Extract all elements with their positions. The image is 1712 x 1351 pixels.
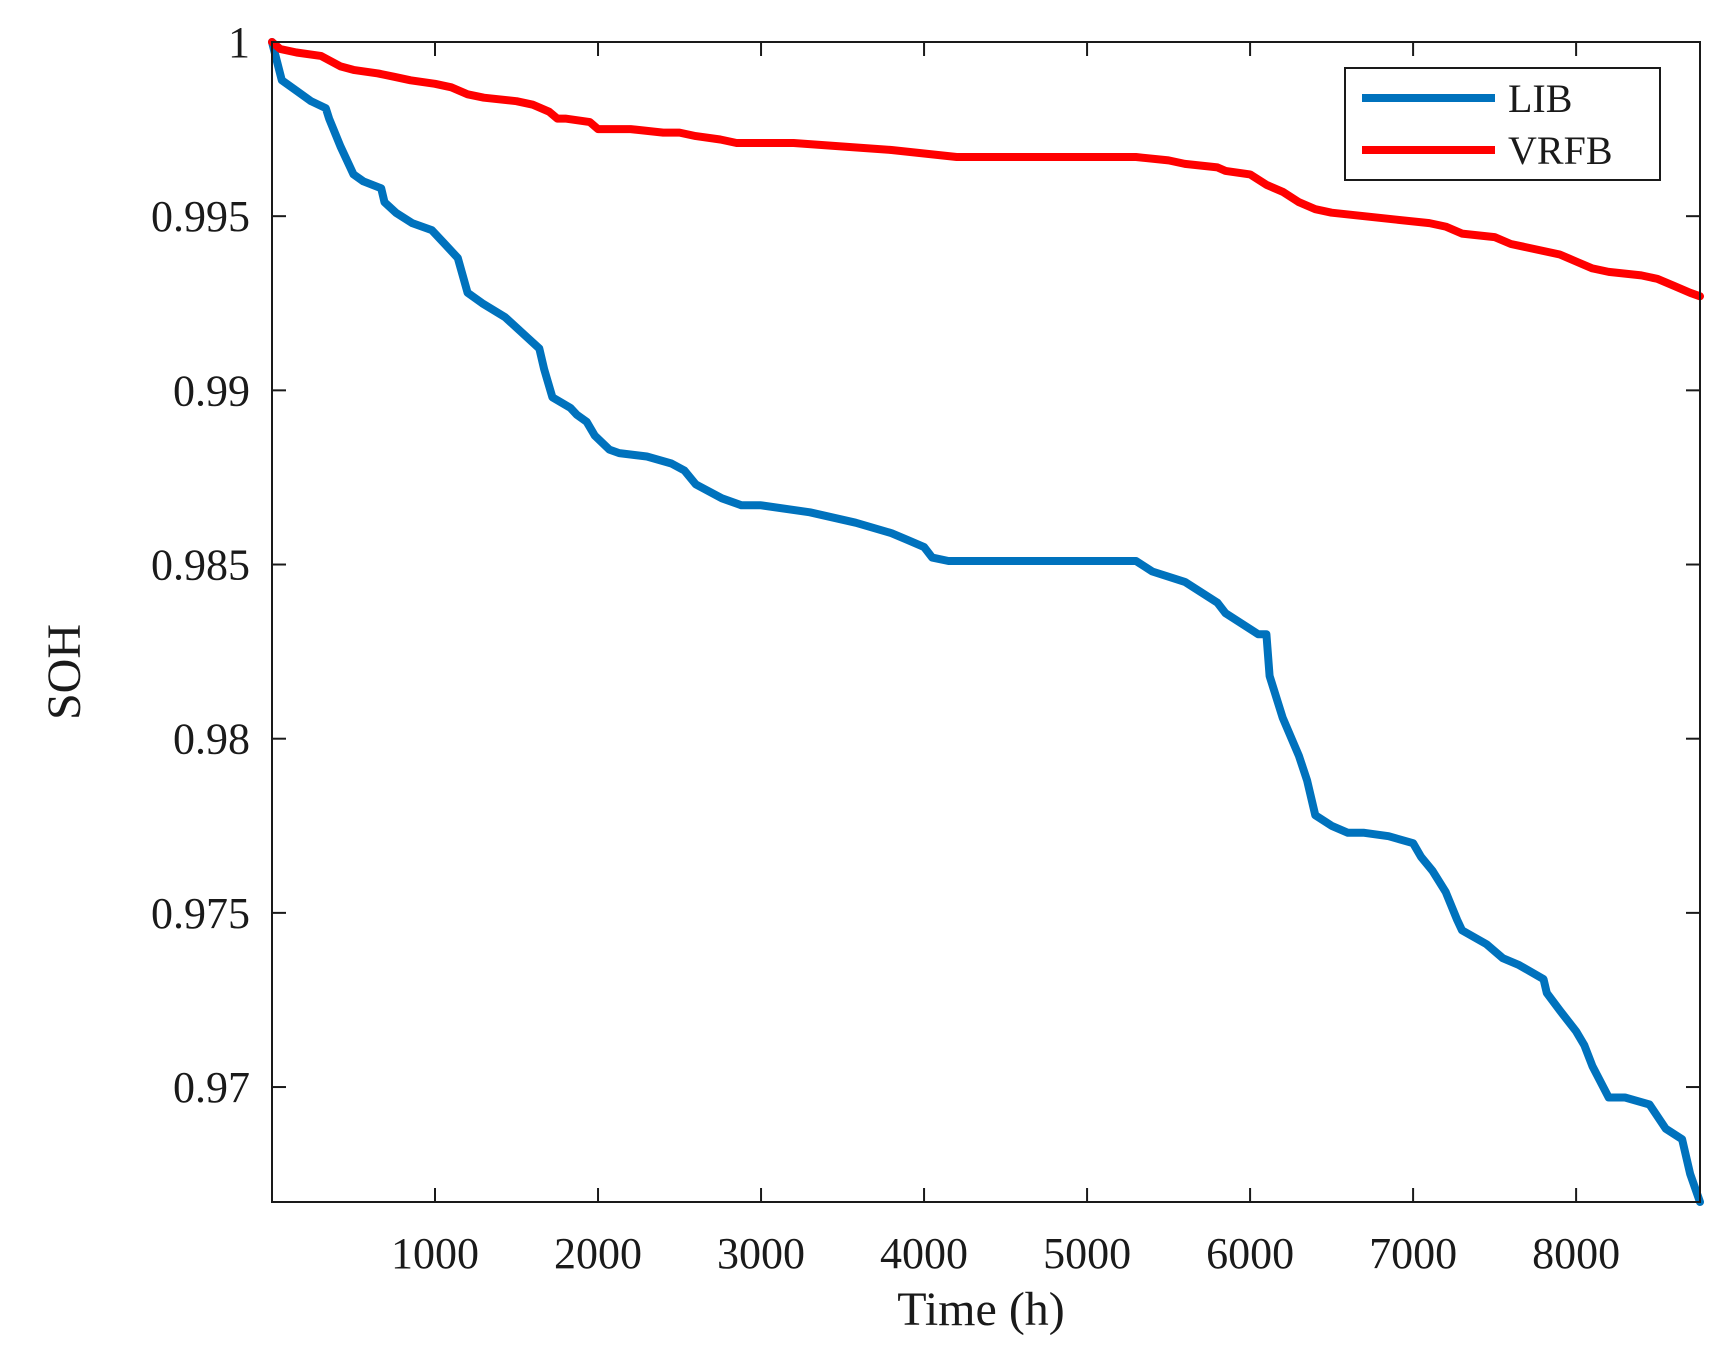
legend-label-lib: LIB [1508,76,1572,121]
x-axis-label: Time (h) [897,1283,1065,1336]
legend-label-vrfb: VRFB [1508,128,1613,173]
y-tick-label: 0.975 [151,889,250,938]
legend-box [1344,67,1661,181]
series-line-vrfb [268,38,1704,301]
x-tick-labels: 1000 2000 3000 4000 5000 6000 7000 8000 [391,1229,1620,1278]
y-tick-labels: 0.97 0.975 0.98 0.985 0.99 0.995 1 [151,18,250,1112]
x-tick-label: 1000 [391,1229,479,1278]
x-tick-label: 2000 [554,1229,642,1278]
x-tick-label: 3000 [717,1229,805,1278]
y-tick-label: 0.97 [173,1063,250,1112]
y-tick-label: 0.99 [173,366,250,415]
y-tick-label: 0.985 [151,541,250,590]
y-tick-label: 1 [228,18,250,67]
plot-area-frame [271,41,1701,1203]
x-tick-label: 6000 [1206,1229,1294,1278]
series-layer [268,38,1704,1206]
x-tick-label: 4000 [880,1229,968,1278]
y-tick-label: 0.98 [173,715,250,764]
y-tick-label: 0.995 [151,192,250,241]
x-tick-label: 7000 [1369,1229,1457,1278]
series-line-lib [268,38,1704,1206]
y-axis-label: SOH [38,624,91,720]
x-tick-label: 8000 [1532,1229,1620,1278]
legend: LIB VRFB [1344,67,1661,181]
tick-marks [272,41,1700,1202]
x-tick-label: 5000 [1043,1229,1131,1278]
